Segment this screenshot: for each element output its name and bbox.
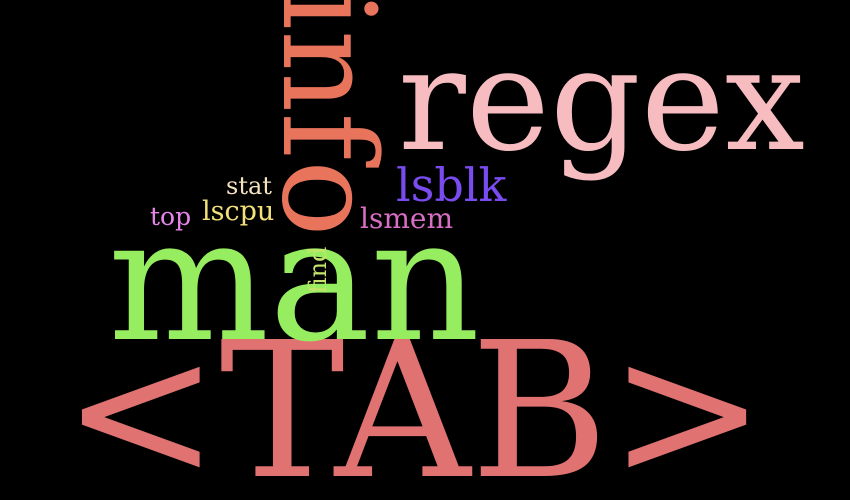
word-find: find [304, 246, 332, 294]
word-lsmem: lsmem [360, 202, 453, 235]
word-lsblk: lsblk [396, 158, 507, 212]
word-lscpu: lscpu [202, 196, 275, 227]
word-regex: regex [398, 18, 805, 183]
word-top: top [150, 202, 192, 231]
word-man: man [108, 182, 481, 380]
word-stat: stat [226, 172, 272, 200]
word-tab: <TAB> [62, 302, 767, 500]
